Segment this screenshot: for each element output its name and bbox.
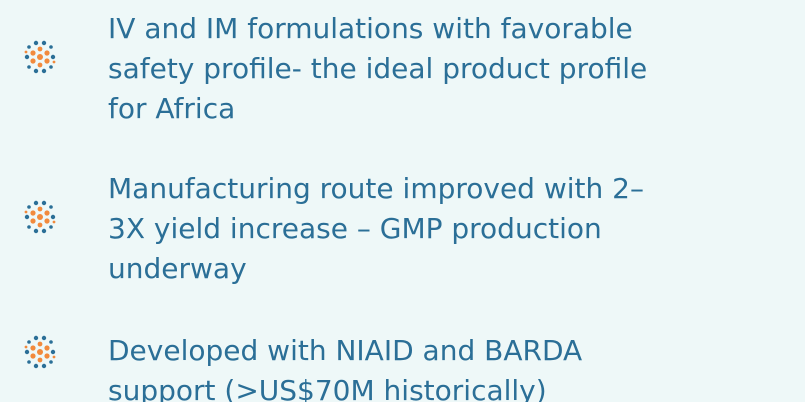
- bullet-icon: [24, 200, 56, 234]
- bullet-text: Developed with NIAID and BARDA: [108, 334, 582, 367]
- bullet-item: IV and IM formulations with favorable saf…: [24, 12, 647, 125]
- bullet-text: 3X yield increase – GMP production: [108, 212, 602, 245]
- bullet-icon: [24, 40, 56, 74]
- bullet-item: Manufacturing route improved with 2– 3X y…: [24, 172, 644, 285]
- bullet-text: support (>US$70M historically): [108, 374, 547, 402]
- bullet-text: Manufacturing route improved with 2–: [108, 172, 644, 205]
- bullet-text: safety profile- the ideal product profil…: [108, 52, 647, 85]
- bullet-item: Developed with NIAID and BARDA support (>…: [24, 334, 582, 402]
- bullet-text: IV and IM formulations with favorable: [108, 12, 633, 45]
- bullet-text: for Africa: [108, 92, 235, 125]
- bullet-icon: [24, 335, 56, 369]
- bullet-text: underway: [108, 252, 247, 285]
